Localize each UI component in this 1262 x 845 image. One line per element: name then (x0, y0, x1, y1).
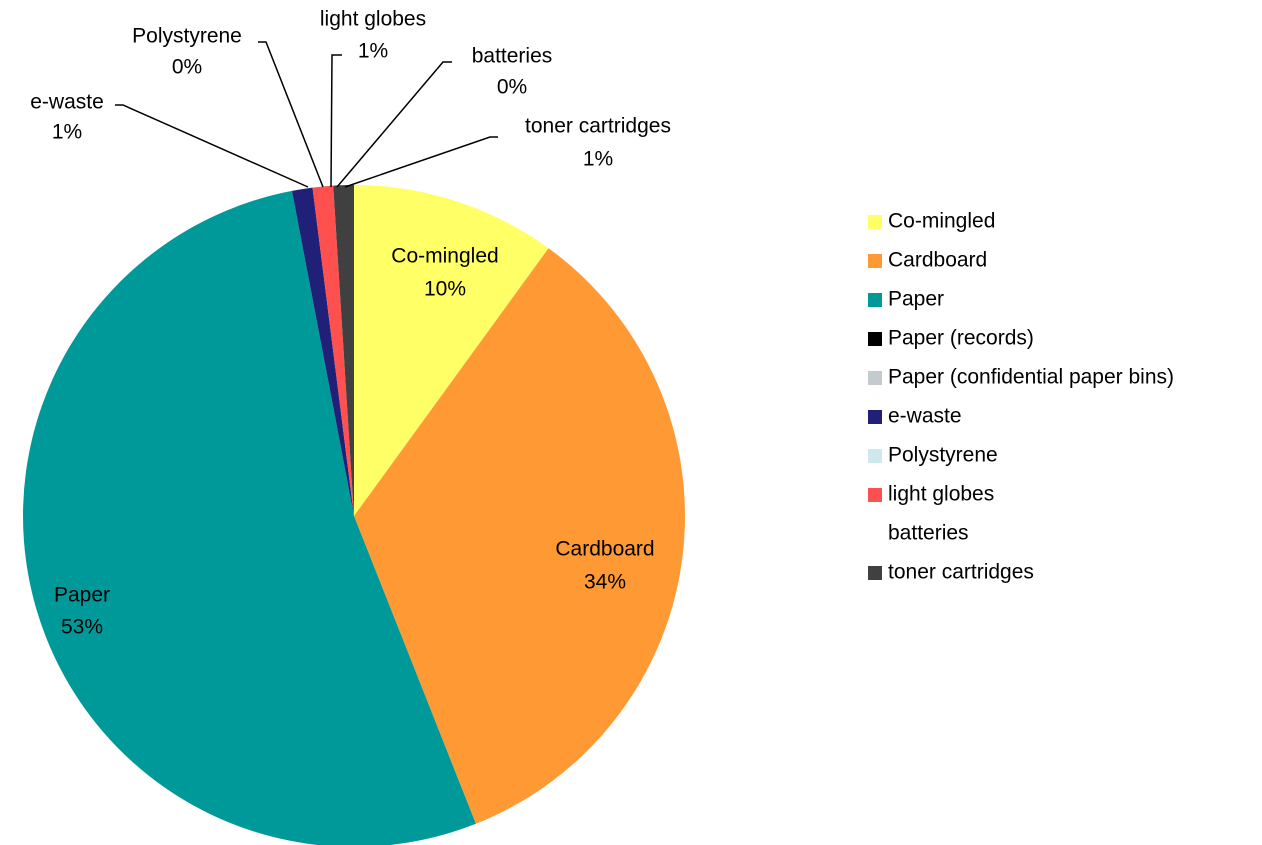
data-label-name: light globes (320, 8, 426, 31)
legend-swatch (868, 410, 882, 424)
data-label-value: 1% (583, 148, 613, 171)
data-label-name: batteries (472, 45, 553, 68)
legend-label: Co-mingled (888, 210, 995, 233)
data-label-name: toner cartridges (525, 115, 671, 138)
legend-swatch (868, 371, 882, 385)
leader-line (258, 41, 324, 188)
legend-swatch (868, 488, 882, 502)
leader-line (336, 61, 452, 188)
data-label-value: 0% (497, 76, 527, 99)
legend-swatch (868, 293, 882, 307)
leader-line (344, 136, 498, 188)
data-label-value: 34% (584, 571, 626, 594)
legend-swatch (868, 449, 882, 463)
data-label-name: Paper (54, 584, 110, 607)
legend-label: e-waste (888, 405, 962, 428)
data-label-name: Co-mingled (391, 245, 498, 268)
pie-slice (354, 248, 686, 824)
legend-swatch (868, 254, 882, 268)
pie-slice (291, 187, 354, 516)
legend-swatch (868, 332, 882, 346)
pie-slice (354, 185, 549, 516)
legend-label: Polystyrene (888, 444, 998, 467)
data-label-value: 53% (61, 616, 103, 639)
pie-slice (312, 185, 354, 517)
data-label-name: e-waste (30, 91, 104, 114)
legend-swatch (868, 527, 882, 541)
legend-swatch (868, 215, 882, 229)
legend-label: toner cartridges (888, 561, 1034, 584)
leader-line (330, 54, 342, 188)
pie-slice (333, 185, 354, 516)
legend-label: light globes (888, 483, 994, 506)
legend-label: batteries (888, 522, 969, 545)
legend-label: Paper (confidential paper bins) (888, 366, 1174, 389)
legend-swatch (868, 566, 882, 580)
legend-label: Paper (records) (888, 327, 1034, 350)
data-label-name: Cardboard (555, 538, 654, 561)
legend-label: Cardboard (888, 249, 987, 272)
legend-label: Paper (888, 288, 944, 311)
data-label-name: Polystyrene (132, 25, 242, 48)
pie-slice (23, 190, 476, 845)
data-label-value: 0% (172, 56, 202, 79)
data-label-value: 1% (52, 121, 82, 144)
leader-line (115, 104, 309, 188)
data-label-value: 1% (358, 40, 388, 63)
data-label-value: 10% (424, 278, 466, 301)
